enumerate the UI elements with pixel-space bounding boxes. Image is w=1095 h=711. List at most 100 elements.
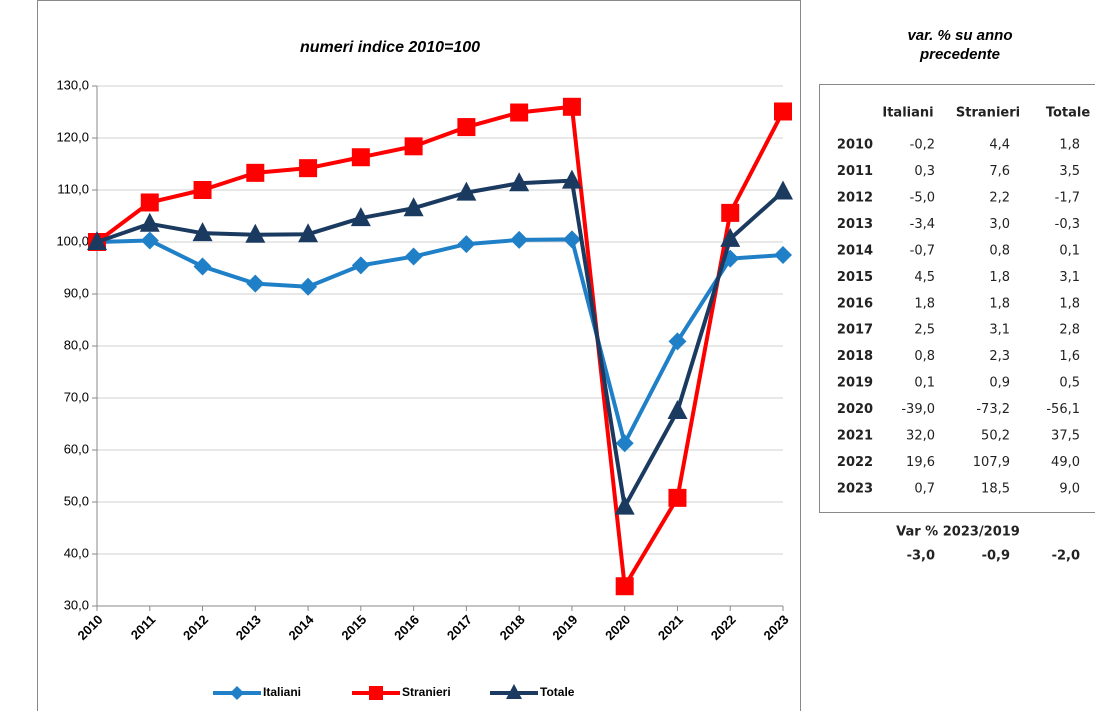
marker xyxy=(246,274,265,293)
column-header: Italiani xyxy=(882,106,933,121)
marker xyxy=(140,193,159,212)
footer-value: -2,0 xyxy=(1052,549,1080,564)
cell: 3,1 xyxy=(1059,270,1080,285)
legend-marker xyxy=(230,686,244,700)
cell: -0,2 xyxy=(910,138,935,153)
marker xyxy=(351,256,370,275)
marker xyxy=(668,332,687,351)
column-header: Stranieri xyxy=(956,106,1020,121)
cell: 2,8 xyxy=(1059,323,1080,338)
legend-marker xyxy=(369,686,383,700)
cell: 1,8 xyxy=(1059,296,1080,311)
x-tick-label: 2022 xyxy=(708,612,739,643)
cell: -56,1 xyxy=(1046,402,1080,417)
marker xyxy=(615,577,634,596)
row-year: 2011 xyxy=(837,164,873,179)
y-tick-label: 120,0 xyxy=(56,129,89,144)
marker xyxy=(615,434,634,453)
cell: 1,8 xyxy=(914,296,935,311)
cell: -73,2 xyxy=(976,402,1010,417)
x-tick-label: 2010 xyxy=(74,612,105,643)
cell: 49,0 xyxy=(1051,455,1080,470)
marker xyxy=(193,257,212,276)
cell: 4,4 xyxy=(989,138,1010,153)
marker xyxy=(456,181,477,201)
marker xyxy=(667,400,688,419)
marker xyxy=(140,231,159,250)
y-tick-label: 110,0 xyxy=(57,181,89,196)
footer-value: -0,9 xyxy=(982,549,1010,564)
marker xyxy=(774,102,792,121)
marker xyxy=(721,249,740,268)
cell: 37,5 xyxy=(1051,429,1080,444)
y-tick-label: 50,0 xyxy=(64,493,89,508)
marker xyxy=(351,148,370,167)
marker xyxy=(562,97,581,116)
marker xyxy=(510,230,529,249)
row-year: 2022 xyxy=(837,455,873,470)
y-tick-label: 30,0 xyxy=(64,597,89,612)
row-year: 2013 xyxy=(837,217,873,232)
marker xyxy=(721,203,740,222)
cell: 0,8 xyxy=(914,349,935,364)
y-tick-label: 130,0 xyxy=(56,77,89,92)
marker xyxy=(774,246,792,264)
cell: 7,6 xyxy=(989,164,1010,179)
x-tick-label: 2021 xyxy=(655,612,686,643)
cell: 0,3 xyxy=(914,164,935,179)
marker xyxy=(668,488,687,507)
x-tick-label: 2016 xyxy=(391,612,422,643)
row-year: 2023 xyxy=(837,481,873,496)
series-line xyxy=(96,178,785,509)
cell: 107,9 xyxy=(973,455,1010,470)
cell: 2,3 xyxy=(989,349,1010,364)
row-year: 2016 xyxy=(837,296,873,311)
legend-label: Stranieri xyxy=(402,685,451,699)
marker xyxy=(614,495,635,515)
cell: 0,9 xyxy=(989,376,1010,391)
column-header: Totale xyxy=(1046,106,1091,121)
marker xyxy=(299,159,318,178)
marker xyxy=(457,235,476,254)
cell: 0,5 xyxy=(1059,376,1080,391)
marker xyxy=(139,212,160,232)
cell: 4,5 xyxy=(914,270,935,285)
marker xyxy=(403,197,424,217)
marker xyxy=(299,277,318,296)
marker xyxy=(561,169,582,189)
chart-frame xyxy=(37,0,801,711)
footer-value: -3,0 xyxy=(907,549,935,564)
chart-title: numeri indice 2010=100 xyxy=(300,39,480,56)
cell: 9,0 xyxy=(1059,481,1080,496)
legend-label: Totale xyxy=(540,685,575,699)
x-tick-label: 2011 xyxy=(128,612,159,643)
marker xyxy=(404,247,423,266)
y-tick-label: 100,0 xyxy=(56,233,89,248)
cell: 3,0 xyxy=(989,217,1010,232)
x-tick-label: 2018 xyxy=(497,612,528,643)
x-tick-label: 2014 xyxy=(286,611,318,643)
y-tick-label: 60,0 xyxy=(64,441,89,456)
x-tick-label: 2017 xyxy=(444,612,475,643)
y-tick-label: 40,0 xyxy=(64,545,89,560)
legend-label: Italiani xyxy=(263,685,301,699)
row-year: 2021 xyxy=(837,429,873,444)
cell: 0,7 xyxy=(914,481,935,496)
cell: 1,8 xyxy=(989,296,1010,311)
table-title: var. % su anno xyxy=(907,27,1012,44)
x-tick-label: 2015 xyxy=(338,612,369,643)
legend-marker xyxy=(506,684,522,699)
cell: 32,0 xyxy=(906,429,935,444)
marker xyxy=(350,207,371,227)
marker xyxy=(298,223,319,243)
x-tick-label: 2019 xyxy=(549,612,580,643)
y-tick-label: 80,0 xyxy=(64,337,89,352)
y-tick-label: 70,0 xyxy=(64,389,89,404)
row-year: 2018 xyxy=(837,349,873,364)
row-year: 2015 xyxy=(837,270,873,285)
cell: 19,6 xyxy=(906,455,935,470)
row-year: 2010 xyxy=(837,138,873,153)
marker xyxy=(192,222,213,242)
row-year: 2014 xyxy=(837,243,873,258)
